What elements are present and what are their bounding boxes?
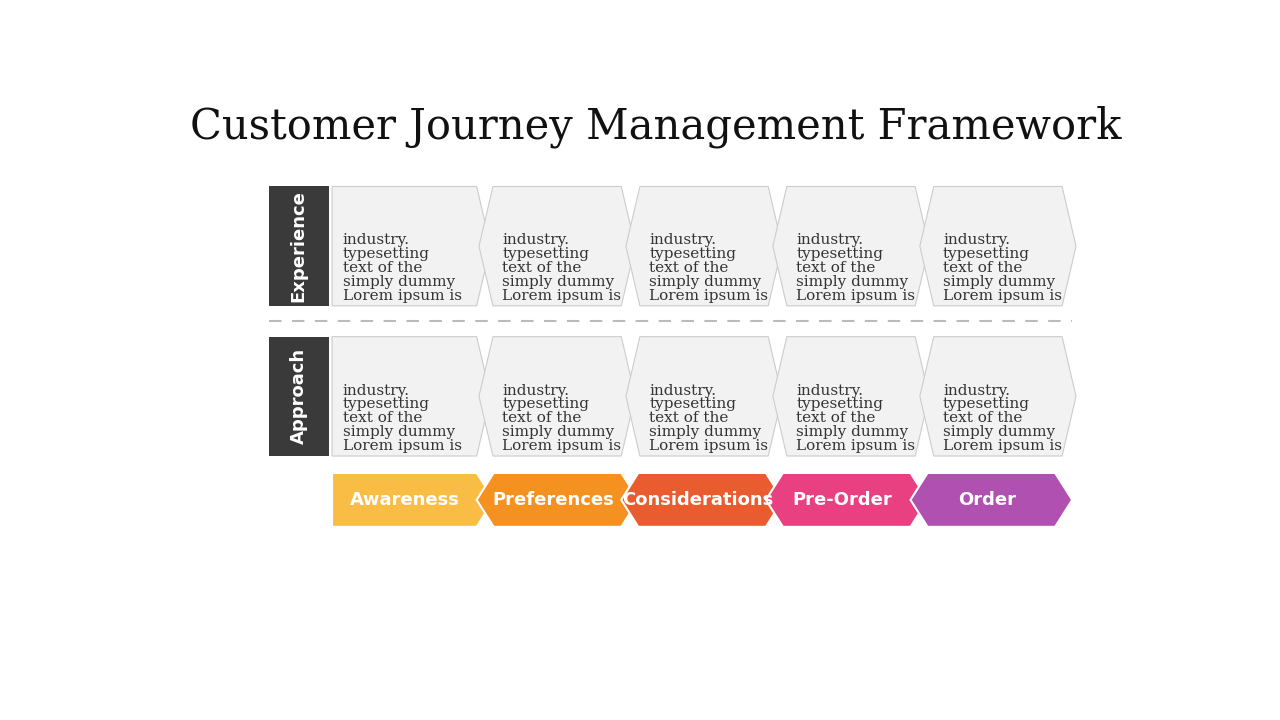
Text: typesetting: typesetting	[502, 397, 589, 411]
Text: text of the: text of the	[649, 261, 728, 275]
Text: typesetting: typesetting	[649, 248, 736, 261]
Text: simply dummy: simply dummy	[943, 275, 1055, 289]
Text: industry.: industry.	[502, 384, 570, 397]
Text: Lorem ipsum is: Lorem ipsum is	[649, 439, 768, 453]
Polygon shape	[476, 473, 639, 527]
Polygon shape	[773, 186, 929, 306]
Text: simply dummy: simply dummy	[796, 275, 909, 289]
Text: text of the: text of the	[796, 411, 876, 426]
Text: industry.: industry.	[649, 384, 717, 397]
Text: typesetting: typesetting	[796, 397, 883, 411]
Text: Order: Order	[957, 491, 1016, 509]
Text: simply dummy: simply dummy	[649, 426, 762, 439]
FancyBboxPatch shape	[269, 186, 329, 306]
Text: typesetting: typesetting	[649, 397, 736, 411]
Text: industry.: industry.	[649, 233, 717, 248]
Text: industry.: industry.	[502, 233, 570, 248]
Text: Lorem ipsum is: Lorem ipsum is	[343, 289, 462, 303]
Polygon shape	[479, 337, 635, 456]
Polygon shape	[479, 186, 635, 306]
Polygon shape	[332, 186, 490, 306]
Text: Pre-Order: Pre-Order	[792, 491, 892, 509]
Text: typesetting: typesetting	[343, 397, 430, 411]
Text: text of the: text of the	[343, 411, 422, 426]
Text: Awareness: Awareness	[349, 491, 460, 509]
Text: Lorem ipsum is: Lorem ipsum is	[343, 439, 462, 453]
Polygon shape	[910, 473, 1073, 527]
Text: text of the: text of the	[943, 411, 1023, 426]
Text: industry.: industry.	[943, 384, 1010, 397]
Text: Considerations: Considerations	[622, 491, 773, 509]
Polygon shape	[773, 337, 929, 456]
Text: Lorem ipsum is: Lorem ipsum is	[943, 289, 1062, 303]
Text: simply dummy: simply dummy	[796, 426, 909, 439]
Polygon shape	[765, 473, 928, 527]
Polygon shape	[332, 473, 494, 527]
Text: typesetting: typesetting	[796, 248, 883, 261]
Text: Lorem ipsum is: Lorem ipsum is	[796, 439, 915, 453]
Text: Lorem ipsum is: Lorem ipsum is	[943, 439, 1062, 453]
Text: industry.: industry.	[343, 384, 410, 397]
Text: simply dummy: simply dummy	[649, 275, 762, 289]
Text: typesetting: typesetting	[502, 248, 589, 261]
FancyBboxPatch shape	[269, 337, 329, 456]
Text: industry.: industry.	[343, 233, 410, 248]
Text: industry.: industry.	[943, 233, 1010, 248]
Text: text of the: text of the	[796, 261, 876, 275]
Text: simply dummy: simply dummy	[943, 426, 1055, 439]
Text: Preferences: Preferences	[493, 491, 614, 509]
Polygon shape	[626, 337, 782, 456]
Text: simply dummy: simply dummy	[502, 275, 614, 289]
Text: Approach: Approach	[289, 348, 307, 444]
Text: text of the: text of the	[649, 411, 728, 426]
Text: simply dummy: simply dummy	[343, 275, 454, 289]
Text: text of the: text of the	[502, 411, 581, 426]
Text: typesetting: typesetting	[943, 248, 1030, 261]
Text: Lorem ipsum is: Lorem ipsum is	[502, 439, 621, 453]
Text: typesetting: typesetting	[943, 397, 1030, 411]
Text: Lorem ipsum is: Lorem ipsum is	[502, 289, 621, 303]
Text: simply dummy: simply dummy	[502, 426, 614, 439]
Polygon shape	[920, 186, 1076, 306]
Text: industry.: industry.	[796, 233, 863, 248]
Text: text of the: text of the	[343, 261, 422, 275]
Polygon shape	[626, 186, 782, 306]
Text: Lorem ipsum is: Lorem ipsum is	[796, 289, 915, 303]
Text: simply dummy: simply dummy	[343, 426, 454, 439]
Text: Customer Journey Management Framework: Customer Journey Management Framework	[191, 106, 1121, 148]
Text: Lorem ipsum is: Lorem ipsum is	[649, 289, 768, 303]
Text: text of the: text of the	[502, 261, 581, 275]
Text: industry.: industry.	[796, 384, 863, 397]
Text: typesetting: typesetting	[343, 248, 430, 261]
Text: Experience: Experience	[289, 190, 307, 302]
Polygon shape	[920, 337, 1076, 456]
Text: text of the: text of the	[943, 261, 1023, 275]
Polygon shape	[621, 473, 783, 527]
Polygon shape	[332, 337, 490, 456]
